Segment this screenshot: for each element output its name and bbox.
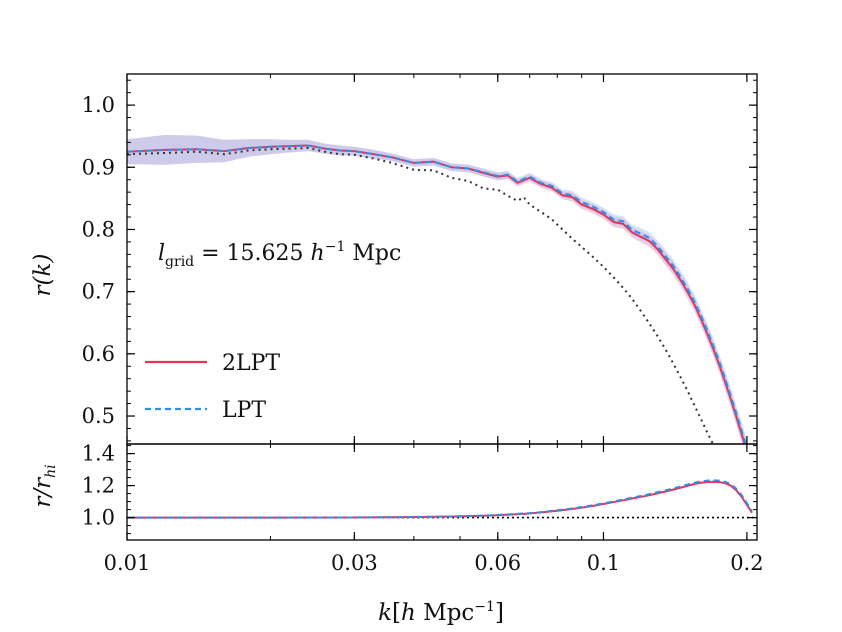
legend-label-lpt: LPT — [222, 398, 266, 423]
bottom-panel: 0.01 0.03 0.06 0.1 0.2 1.0 1.2 1.4 — [82, 442, 764, 575]
x-tick-label: 0.06 — [474, 551, 521, 575]
top-line-2lpt — [127, 144, 746, 444]
y-tick-label: 1.2 — [82, 474, 115, 498]
y-tick-label: 1.4 — [82, 442, 115, 466]
grid-annotation: lgrid = 15.625 h−1 Mpc — [158, 239, 401, 270]
top-series-lines — [127, 144, 747, 444]
y-tick-label: 0.8 — [82, 217, 115, 241]
bottom-line-2lpt — [127, 480, 753, 519]
x-axis-label: k[h Mpc−1] — [378, 599, 504, 626]
band-2lpt — [127, 134, 748, 444]
legend-label-2lpt: 2LPT — [222, 351, 280, 376]
x-tick-label: 0.03 — [331, 551, 378, 575]
uncertainty-bands — [127, 134, 749, 444]
top-panel: 0.5 0.6 0.7 0.8 0.9 1.0 — [82, 73, 758, 445]
x-tick-label: 0.2 — [730, 551, 763, 575]
y-tick-label: 1.0 — [82, 506, 115, 530]
top-line-lpt — [127, 144, 747, 444]
y-tick-label: 0.9 — [82, 155, 115, 179]
y-tick-label: 0.5 — [82, 404, 115, 428]
x-tick-label: 0.01 — [104, 551, 151, 575]
y-tick-label: 0.6 — [82, 342, 115, 366]
top-line-reference — [127, 147, 715, 444]
y-tick-label: 1.0 — [82, 93, 115, 117]
y-tick-label: 0.7 — [82, 280, 115, 304]
bottom-series-lines — [127, 479, 757, 519]
y-axis-label-top: r(k) — [30, 254, 56, 297]
y-axis-label-bottom: r/rhi — [30, 464, 59, 507]
bottom-axis-ticks: 0.01 0.03 0.06 0.1 0.2 1.0 1.2 1.4 — [82, 442, 764, 575]
legend: 2LPT LPT — [145, 351, 280, 423]
bottom-line-lpt — [127, 479, 753, 519]
band-lpt — [127, 134, 749, 444]
x-tick-label: 0.1 — [587, 551, 620, 575]
bottom-plot-frame — [126, 443, 758, 541]
